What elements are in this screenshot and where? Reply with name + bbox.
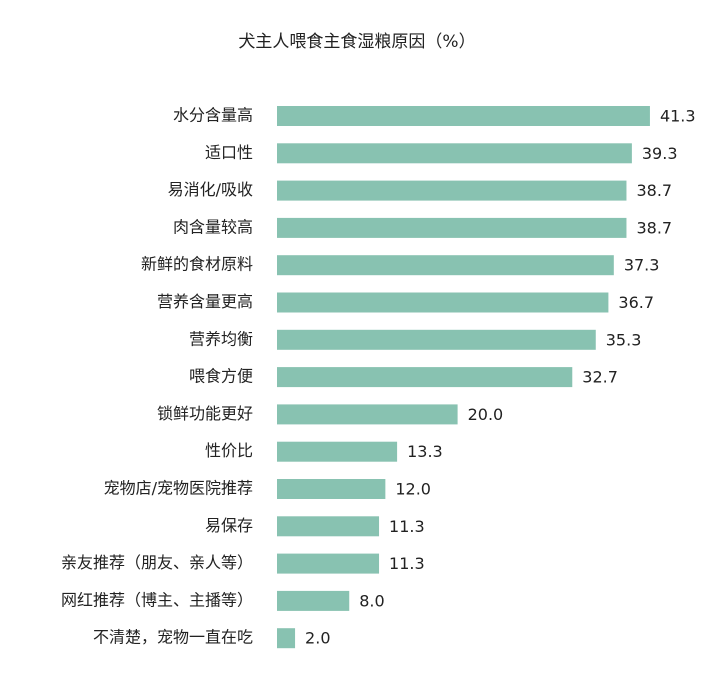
- bar: [277, 367, 573, 388]
- bar: [277, 628, 296, 649]
- category-label: 亲友推荐（朋友、亲人等）: [61, 553, 253, 572]
- value-label: 11.3: [389, 517, 425, 536]
- bar: [277, 217, 627, 238]
- value-label: 32.7: [582, 368, 618, 387]
- value-label: 36.7: [618, 293, 654, 312]
- value-label: 41.3: [660, 107, 696, 126]
- category-label: 水分含量高: [173, 106, 253, 125]
- value-label: 38.7: [636, 218, 672, 237]
- value-label: 35.3: [606, 330, 642, 349]
- bar: [277, 255, 614, 276]
- category-label: 不清楚，宠物一直在吃: [93, 628, 253, 647]
- value-label: 2.0: [305, 629, 330, 648]
- bar: [277, 292, 609, 313]
- category-label: 肉含量较高: [173, 217, 253, 236]
- bar: [277, 479, 386, 499]
- value-label: 13.3: [407, 442, 443, 461]
- bar: [277, 180, 627, 201]
- bar: [277, 553, 380, 574]
- value-label: 37.3: [624, 256, 660, 275]
- bar: [277, 441, 398, 462]
- value-label: 38.7: [636, 181, 672, 200]
- category-label: 营养含量更高: [157, 292, 253, 311]
- category-label: 易消化/吸收: [168, 180, 253, 199]
- value-label: 39.3: [642, 144, 678, 163]
- category-label: 喂食方便: [189, 367, 253, 386]
- bar: [277, 590, 350, 611]
- category-label: 性价比: [205, 441, 253, 460]
- bar: [277, 143, 632, 164]
- chart-title: 犬主人喂食主食湿粮原因（%）: [238, 32, 475, 52]
- category-label: 锁鲜功能更好: [157, 404, 253, 423]
- value-label: 11.3: [389, 554, 425, 573]
- bar: [277, 106, 650, 126]
- category-label: 新鲜的食材原料: [141, 255, 253, 274]
- category-label: 网红推荐（博主、主播等）: [61, 590, 253, 609]
- value-label: 12.0: [395, 480, 431, 499]
- category-label: 适口性: [205, 143, 253, 162]
- bar: [277, 516, 380, 537]
- value-label: 8.0: [359, 591, 384, 610]
- category-label: 营养均衡: [189, 329, 253, 348]
- value-label: 20.0: [468, 405, 504, 424]
- category-label: 宠物店/宠物医院推荐: [104, 479, 253, 498]
- bar: [277, 404, 458, 425]
- bar: [277, 329, 596, 350]
- category-label: 易保存: [205, 516, 253, 535]
